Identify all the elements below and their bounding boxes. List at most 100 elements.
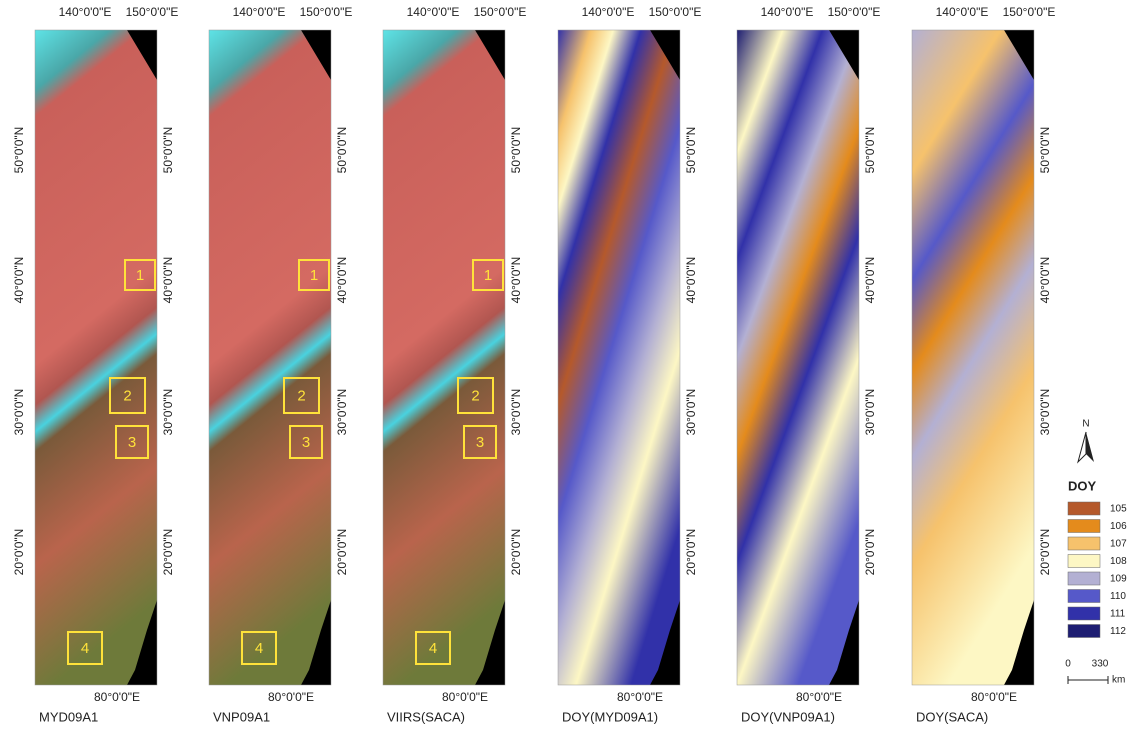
legend-label: 109 <box>1110 574 1127 585</box>
lat-label: 30°0'0"N <box>684 389 698 436</box>
legend-label: 105 <box>1110 504 1127 515</box>
figure: 140°0'0"E 150°0'0"E 80°0'0"E 50°0'0"N 50°0'0… <box>0 0 1132 731</box>
study-box-label: 3 <box>128 434 136 451</box>
lon-label: 150°0'0"E <box>1003 5 1056 19</box>
lat-label: 20°0'0"N <box>684 529 698 576</box>
panel-caption: VIIRS(SACA) <box>387 709 465 724</box>
north-arrow <box>1078 432 1086 462</box>
lon-label: 150°0'0"E <box>474 5 527 19</box>
study-box-label: 2 <box>471 387 479 404</box>
map-image <box>383 30 505 685</box>
lat-label: 40°0'0"N <box>12 257 26 304</box>
study-box-label: 1 <box>310 267 318 284</box>
legend-label: 112 <box>1110 626 1126 637</box>
scale-label: 330 <box>1092 659 1109 670</box>
study-box-label: 4 <box>255 640 263 657</box>
lat-label: 50°0'0"N <box>161 127 175 174</box>
lon-label: 80°0'0"E <box>617 690 663 704</box>
lon-label: 80°0'0"E <box>268 690 314 704</box>
panel-caption: DOY(SACA) <box>916 709 988 724</box>
lon-label: 80°0'0"E <box>94 690 140 704</box>
lon-label: 140°0'0"E <box>59 5 112 19</box>
scale-label: 0 <box>1065 659 1071 670</box>
legend-label: 106 <box>1110 521 1127 532</box>
lat-label: 40°0'0"N <box>1038 257 1052 304</box>
map-panel: 140°0'0"E 150°0'0"E 80°0'0"E 50°0'0"N 40°0'0… <box>737 5 880 724</box>
lat-label: 20°0'0"N <box>1038 529 1052 576</box>
lat-label: 20°0'0"N <box>509 529 523 576</box>
north-label: N <box>1082 419 1089 430</box>
map-image <box>209 30 331 685</box>
legend-title: DOY <box>1068 478 1097 493</box>
map-panel: 140°0'0"E 150°0'0"E 80°0'0"E 50°0'0"N 40°0'0… <box>209 5 352 724</box>
study-box-label: 2 <box>123 387 131 404</box>
panel-caption: DOY(VNP09A1) <box>741 709 835 724</box>
lon-label: 150°0'0"E <box>828 5 881 19</box>
lon-label: 140°0'0"E <box>582 5 635 19</box>
legend-swatch <box>1068 607 1100 620</box>
lat-label: 40°0'0"N <box>684 257 698 304</box>
study-box-label: 1 <box>136 267 144 284</box>
lat-label: 30°0'0"N <box>1038 389 1052 436</box>
lon-label: 80°0'0"E <box>971 690 1017 704</box>
legend-label: 110 <box>1110 591 1126 602</box>
lon-label: 80°0'0"E <box>796 690 842 704</box>
scale-bar <box>1068 676 1108 684</box>
lat-label: 40°0'0"N <box>161 257 175 304</box>
lon-label: 150°0'0"E <box>126 5 179 19</box>
map-image <box>558 30 680 685</box>
scale-unit: km <box>1112 675 1125 686</box>
lat-label: 50°0'0"N <box>1038 127 1052 174</box>
map-image <box>35 30 157 685</box>
lat-label: 40°0'0"N <box>335 257 349 304</box>
panel-caption: DOY(MYD09A1) <box>562 709 658 724</box>
map-image <box>912 30 1034 685</box>
lon-label: 150°0'0"E <box>649 5 702 19</box>
legend-swatch <box>1068 555 1100 568</box>
lat-label: 30°0'0"N <box>509 389 523 436</box>
north-arrow <box>1086 432 1094 462</box>
lat-label: 30°0'0"N <box>335 389 349 436</box>
legend-label: 108 <box>1110 556 1127 567</box>
study-box-label: 4 <box>429 640 437 657</box>
legend-label: 107 <box>1110 539 1127 550</box>
panel-caption: MYD09A1 <box>39 709 98 724</box>
panels: 140°0'0"E 150°0'0"E 80°0'0"E 50°0'0"N 50°0'0… <box>12 5 1055 724</box>
lon-label: 140°0'0"E <box>936 5 989 19</box>
study-box-label: 3 <box>476 434 484 451</box>
legend-swatch <box>1068 625 1100 638</box>
map-image <box>737 30 859 685</box>
lon-label: 140°0'0"E <box>761 5 814 19</box>
legend-swatch <box>1068 572 1100 585</box>
legend-swatch <box>1068 520 1100 533</box>
lat-label: 40°0'0"N <box>863 257 877 304</box>
lat-label: 20°0'0"N <box>335 529 349 576</box>
lat-label: 30°0'0"N <box>12 389 26 436</box>
lon-label: 150°0'0"E <box>300 5 353 19</box>
lon-label: 80°0'0"E <box>442 690 488 704</box>
study-box-label: 3 <box>302 434 310 451</box>
map-panel: 140°0'0"E 150°0'0"E 80°0'0"E 50°0'0"N 50°0'0… <box>12 5 178 724</box>
panel-caption: VNP09A1 <box>213 709 270 724</box>
legend-swatch <box>1068 502 1100 515</box>
lat-label: 50°0'0"N <box>335 127 349 174</box>
lat-label: 50°0'0"N <box>863 127 877 174</box>
lat-label: 20°0'0"N <box>863 529 877 576</box>
study-box-label: 2 <box>297 387 305 404</box>
lat-label: 20°0'0"N <box>12 529 26 576</box>
lat-label: 40°0'0"N <box>509 257 523 304</box>
lat-label: 50°0'0"N <box>684 127 698 174</box>
map-panel: 140°0'0"E 150°0'0"E 80°0'0"E 50°0'0"N 40°0'0… <box>912 5 1055 724</box>
map-panel: 140°0'0"E 150°0'0"E 80°0'0"E 50°0'0"N 40°0'0… <box>558 5 701 724</box>
legend-swatch <box>1068 537 1100 550</box>
lat-label: 30°0'0"N <box>161 389 175 436</box>
study-box-label: 1 <box>484 267 492 284</box>
lon-label: 140°0'0"E <box>233 5 286 19</box>
study-box-label: 4 <box>81 640 89 657</box>
lat-label: 30°0'0"N <box>863 389 877 436</box>
legend-swatch <box>1068 590 1100 603</box>
lon-label: 140°0'0"E <box>407 5 460 19</box>
lat-label: 50°0'0"N <box>12 127 26 174</box>
